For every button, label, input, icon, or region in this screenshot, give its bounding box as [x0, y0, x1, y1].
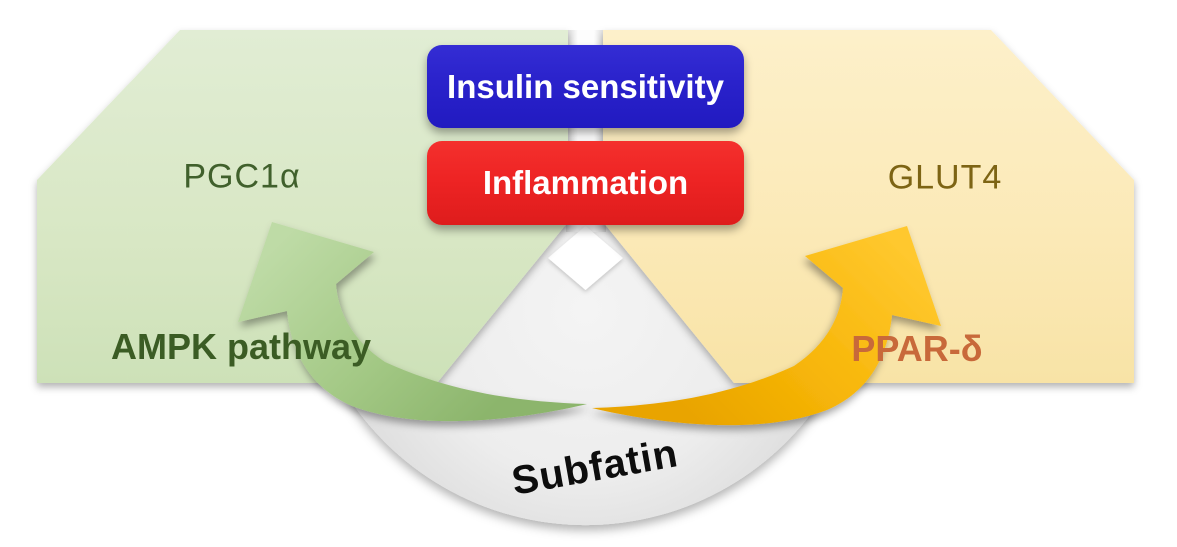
- gap-diamond: [548, 226, 623, 290]
- inflammation-box: Inflammation: [427, 141, 744, 225]
- left-molecule-label: PGC1α: [183, 157, 301, 196]
- left-pathway-label: AMPK pathway: [110, 326, 372, 367]
- insulin-sensitivity-box: Insulin sensitivity: [427, 45, 744, 128]
- inflammation-label: Inflammation: [482, 164, 689, 201]
- yellow-arrow: [592, 226, 941, 426]
- gray-base-shape: [339, 200, 832, 526]
- right-pathway-label: PPAR-δ: [851, 328, 983, 369]
- right-molecule-label: GLUT4: [887, 158, 1003, 197]
- green-arrow: [238, 222, 587, 422]
- insulin-sensitivity-label: Insulin sensitivity: [447, 67, 724, 105]
